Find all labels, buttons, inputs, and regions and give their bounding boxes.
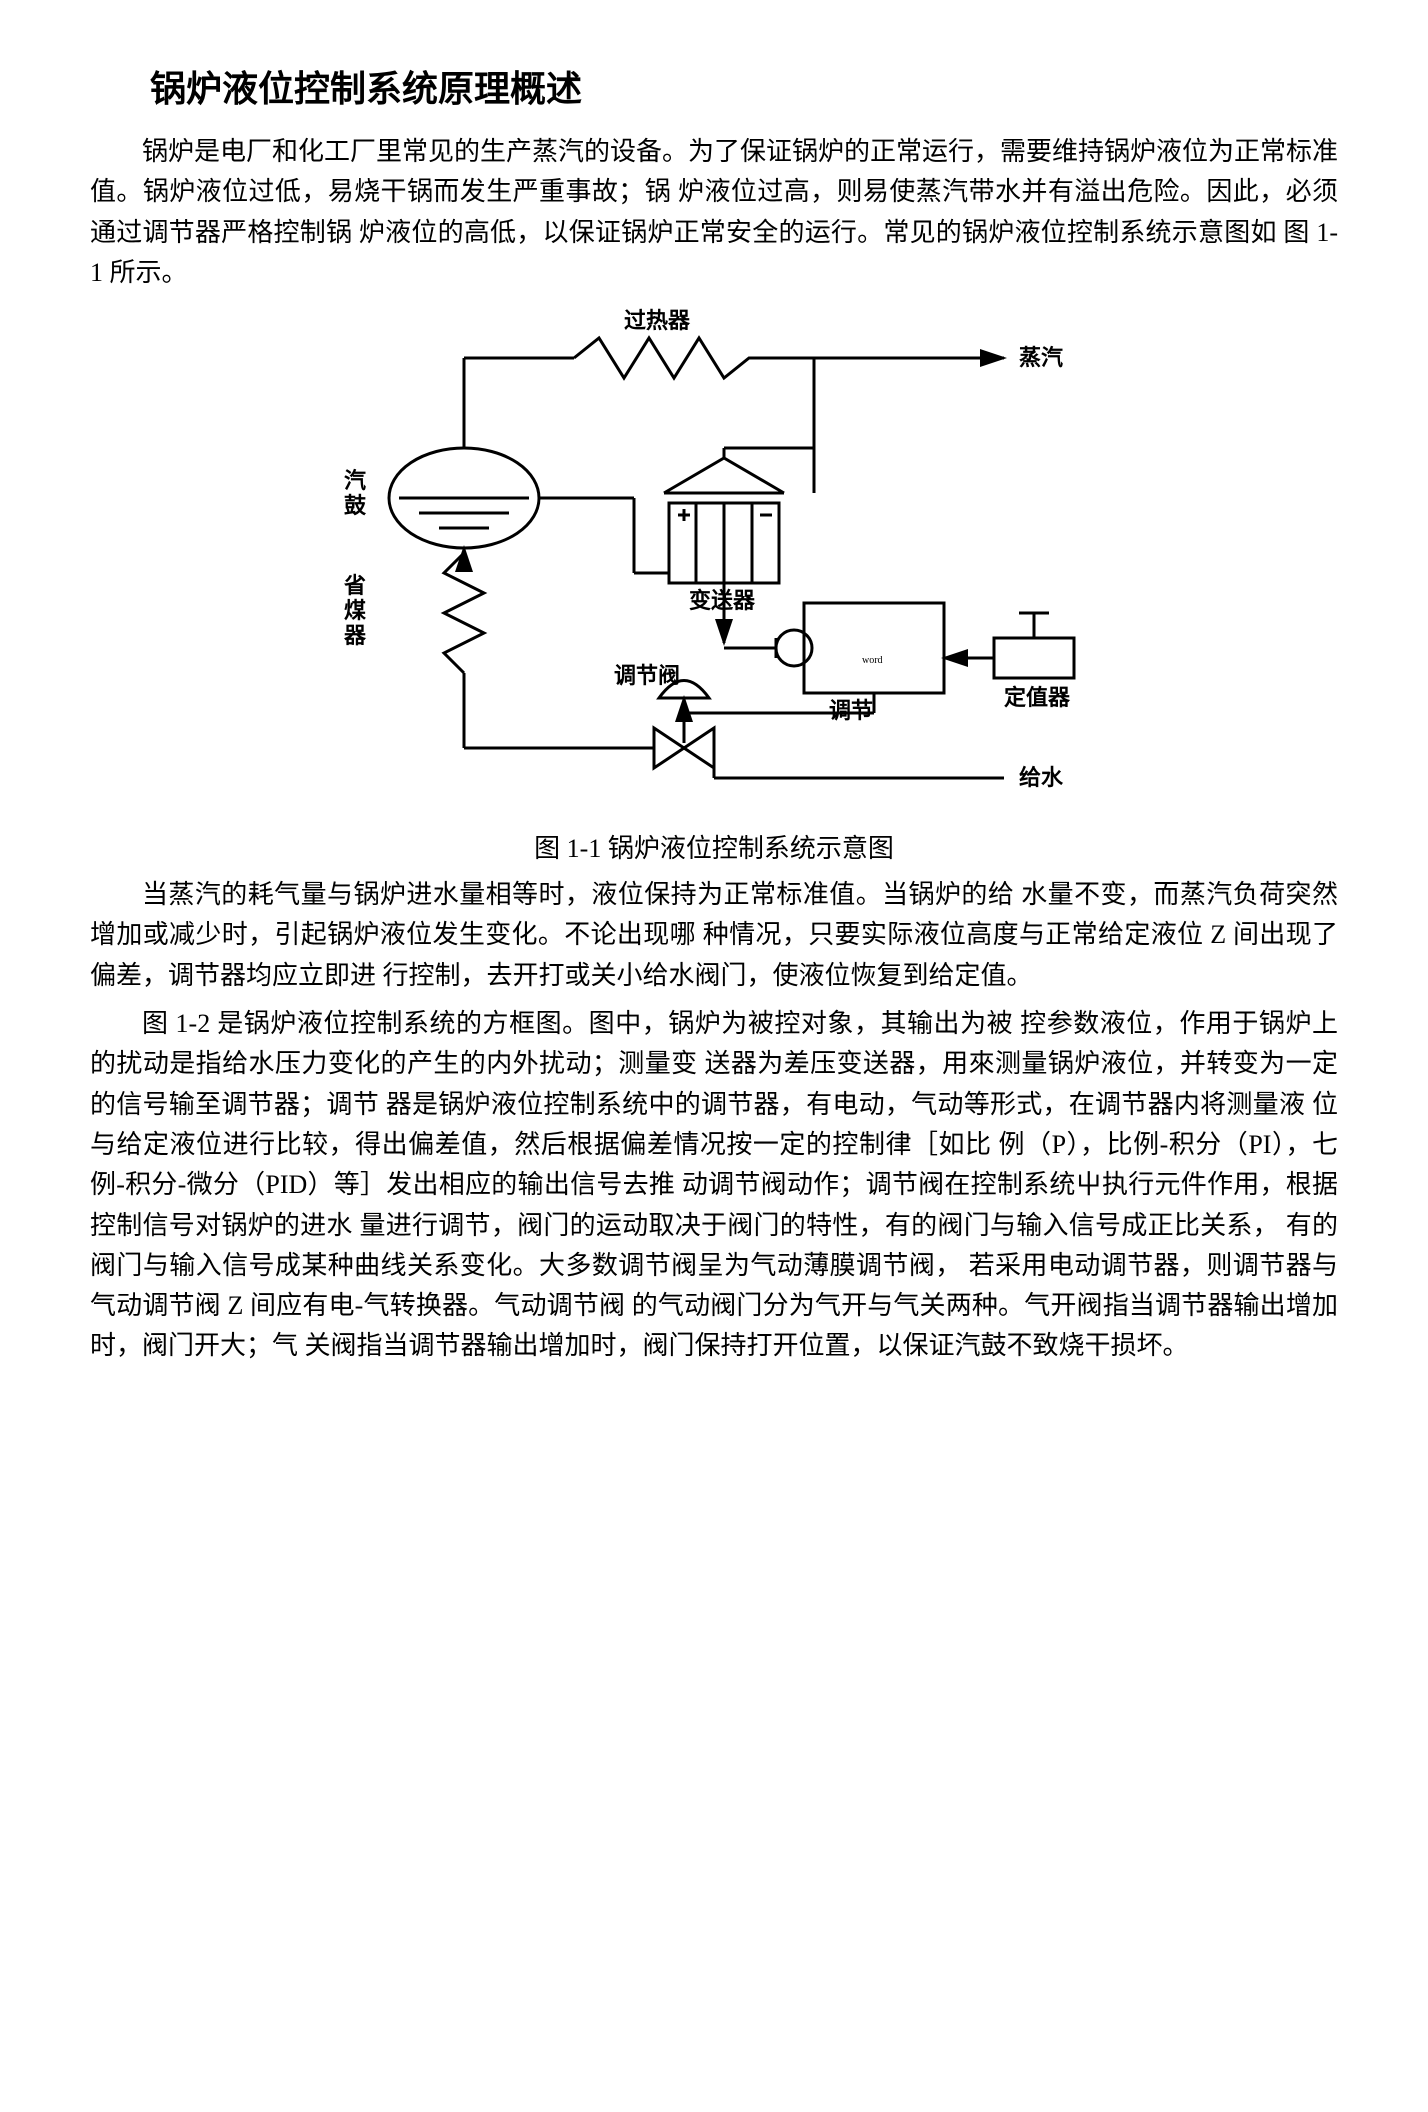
figure-1-1: 过热器 蒸汽 汽 鼓 省 煤 器 变送器 调节阀 调节 定值器 给水 word [90,303,1338,823]
label-setpoint: 定值器 [1004,685,1071,710]
paragraph-2: 当蒸汽的耗气量与锅炉进水量相等时，液位保持为正常标准值。当锅炉的给 水量不变，而… [90,875,1338,996]
word-marker: word [862,655,883,666]
label-econ-3: 器 [343,623,367,648]
label-controller: 调节 [829,698,873,723]
label-transmitter: 变送器 [689,588,756,613]
label-valve: 调节阀 [614,663,680,688]
label-superheater: 过热器 [624,308,691,333]
label-econ-1: 省 [343,573,366,598]
label-econ-2: 煤 [344,598,366,623]
label-drum-1: 汽 [344,468,366,493]
label-feedwater: 给水 [1019,765,1064,790]
label-drum-2: 鼓 [344,493,367,518]
boiler-schematic: 过热器 蒸汽 汽 鼓 省 煤 器 变送器 调节阀 调节 定值器 给水 word [324,303,1104,823]
paragraph-3: 图 1-2 是锅炉液位控制系统的方框图。图中，锅炉为被控对象，其输出为被 控参数… [90,1004,1338,1367]
page-title: 锅炉液位控制系统原理概述 [150,60,1338,112]
label-steam: 蒸汽 [1019,345,1063,370]
figure-1-1-caption: 图 1-1 锅炉液位控制系统示意图 [90,828,1338,865]
paragraph-1: 锅炉是电厂和化工厂里常见的生产蒸汽的设备。为了保证锅炉的正常运行，需要维持锅炉液… [90,132,1338,293]
